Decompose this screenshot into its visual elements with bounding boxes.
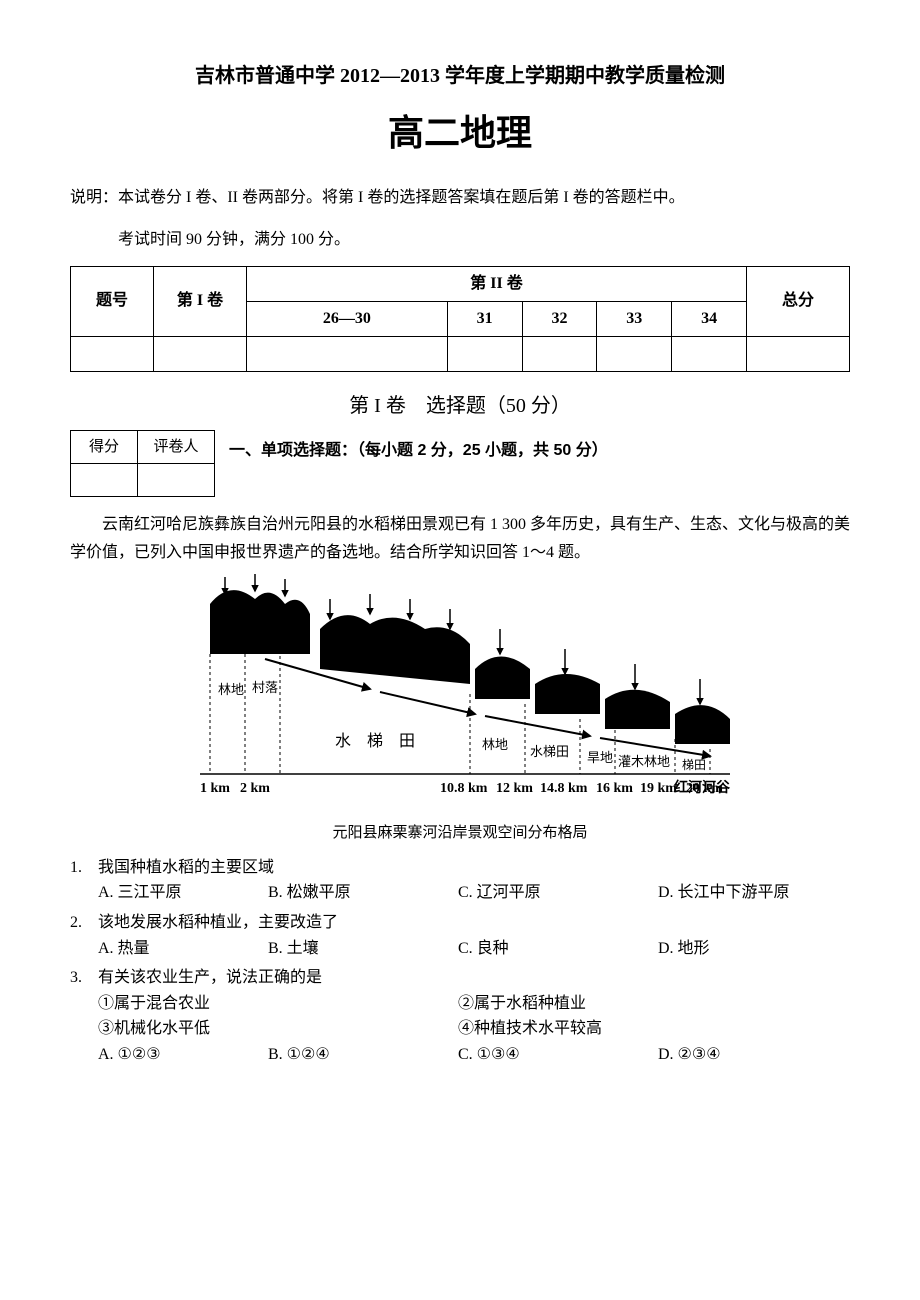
scale-4: 12 km [496, 781, 533, 796]
passage-text: 云南红河哈尼族彝族自治州元阳县的水稻梯田景观已有 1 300 多年历史，具有生产… [70, 511, 850, 569]
lbl-ti: 梯田 [682, 758, 706, 772]
question-1: 1.我国种植水稻的主要区域 A. 三江平原 B. 松嫩平原 C. 辽河平原 D.… [70, 855, 850, 906]
q3-optD: D. ②③④ [658, 1042, 828, 1068]
lbl-sttt2: 水梯田 [530, 744, 569, 759]
section-1-label: 一、单项选择题：（每小题 2 分，25 小题，共 50 分） [229, 438, 608, 464]
exam-title: 吉林市普通中学 2012—2013 学年度上学期期中教学质量检测 [70, 60, 850, 92]
blank [154, 336, 247, 371]
blank [447, 336, 522, 371]
th-c1: 26—30 [247, 301, 448, 336]
mini-c2: 评卷人 [138, 430, 215, 463]
q3-num: 3. [70, 965, 98, 991]
q3-s3: ③机械化水平低 [98, 1016, 458, 1042]
blank [71, 463, 138, 496]
th-part1: 第 I 卷 [154, 266, 247, 336]
lbl-guanmu: 灌木林地 [618, 754, 670, 769]
q1-num: 1. [70, 855, 98, 881]
blank [597, 336, 672, 371]
th-part2: 第 II 卷 [247, 266, 747, 301]
q3-stem: 有关该农业生产，说法正确的是 [98, 965, 322, 991]
scale-1: 1 km [200, 781, 230, 796]
th-num: 题号 [71, 266, 154, 336]
blank [71, 336, 154, 371]
q3-s4: ④种植技术水平较高 [458, 1016, 758, 1042]
q1-optC: C. 辽河平原 [458, 880, 658, 906]
blank [747, 336, 850, 371]
th-c5: 34 [672, 301, 747, 336]
lbl-cun: 村落 [252, 680, 278, 695]
th-c2: 31 [447, 301, 522, 336]
instruction-line1: 说明：本试卷分 I 卷、II 卷两部分。将第 I 卷的选择题答案填在题后第 I … [70, 182, 850, 214]
scale-7: 19 km [640, 781, 677, 796]
th-c3: 32 [522, 301, 597, 336]
q3-optA: A. ①②③ [98, 1042, 268, 1068]
q2-stem: 该地发展水稻种植业，主要改造了 [98, 910, 338, 936]
landscape-diagram: 林地 村落 水 梯 田 林地 水梯田 旱地 灌木林地 梯田 1 km 2 km … [70, 574, 850, 813]
lbl-lin1: 林地 [218, 682, 244, 697]
blank [522, 336, 597, 371]
q2-optA: A. 热量 [98, 936, 268, 962]
blank [247, 336, 448, 371]
scale-6: 16 km [596, 781, 633, 796]
lbl-hegu: 红河河谷 [674, 779, 731, 796]
th-c4: 33 [597, 301, 672, 336]
q3-s2: ②属于水稻种植业 [458, 991, 758, 1017]
q2-optD: D. 地形 [658, 936, 828, 962]
q2-optC: C. 良种 [458, 936, 658, 962]
score-minibox: 得分 评卷人 [70, 430, 215, 497]
scale-2: 2 km [240, 781, 270, 796]
instruction-line2: 考试时间 90 分钟，满分 100 分。 [70, 224, 850, 256]
scale-5: 14.8 km [540, 781, 588, 796]
q2-optB: B. 土壤 [268, 936, 458, 962]
blank [138, 463, 215, 496]
mini-c1: 得分 [71, 430, 138, 463]
lbl-han: 旱地 [587, 750, 613, 765]
blank [672, 336, 747, 371]
exam-subject: 高二地理 [70, 104, 850, 162]
q1-optB: B. 松嫩平原 [268, 880, 458, 906]
lbl-lin2: 林地 [482, 737, 508, 752]
q1-stem: 我国种植水稻的主要区域 [98, 855, 274, 881]
figure-caption: 元阳县麻栗寨河沿岸景观空间分布格局 [70, 821, 850, 845]
q1-optD: D. 长江中下游平原 [658, 880, 828, 906]
q3-optB: B. ①②④ [268, 1042, 458, 1068]
lbl-sttt: 水 梯 田 [335, 732, 415, 750]
question-3: 3.有关该农业生产，说法正确的是 ①属于混合农业 ②属于水稻种植业 ③机械化水平… [70, 965, 850, 1067]
q3-s1: ①属于混合农业 [98, 991, 458, 1017]
question-2: 2.该地发展水稻种植业，主要改造了 A. 热量 B. 土壤 C. 良种 D. 地… [70, 910, 850, 961]
q2-num: 2. [70, 910, 98, 936]
score-table: 题号 第 I 卷 第 II 卷 总分 26—30 31 32 33 34 [70, 266, 850, 372]
th-total: 总分 [747, 266, 850, 336]
part1-heading: 第 I 卷 选择题（50 分） [70, 390, 850, 422]
q3-optC: C. ①③④ [458, 1042, 658, 1068]
scale-3: 10.8 km [440, 781, 488, 796]
q1-optA: A. 三江平原 [98, 880, 268, 906]
